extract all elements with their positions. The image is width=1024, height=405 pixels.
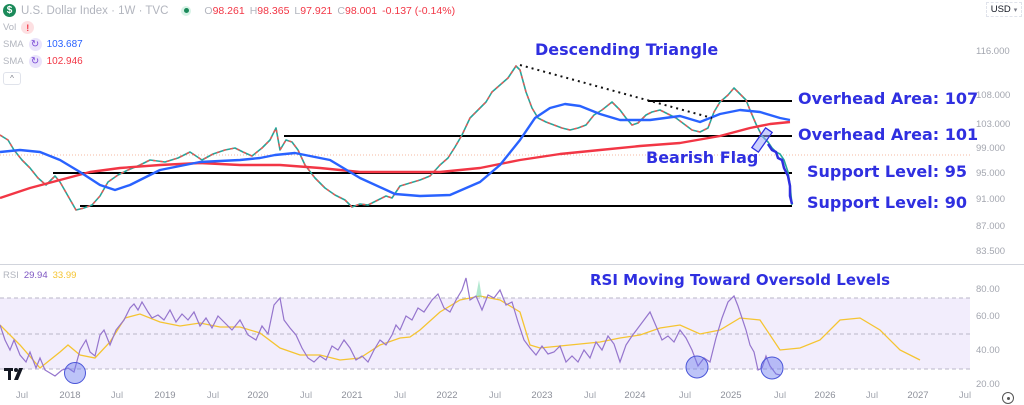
chart-legend: $ U.S. Dollar Index · 1W · TVC O98.261 H… <box>3 2 455 85</box>
annotation-bearish-flag: Bearish Flag <box>646 148 759 167</box>
pane-separator[interactable] <box>0 264 1024 265</box>
time-tick: 2018 <box>59 390 81 401</box>
tradingview-logo[interactable] <box>4 367 28 383</box>
time-tick: Jul <box>110 390 124 401</box>
high-value: 98.365 <box>257 4 290 17</box>
chevron-down-icon: ▾ <box>1013 6 1018 14</box>
chevron-up-icon: ^ <box>10 73 14 83</box>
rsi-legend[interactable]: RSI 29.94 33.99 <box>3 270 76 281</box>
time-tick: 2024 <box>624 390 646 401</box>
currency-label: USD <box>990 4 1011 15</box>
settings-gear-icon[interactable] <box>1002 392 1014 404</box>
loading-icon: ↻ <box>28 55 42 68</box>
warning-icon[interactable]: ! <box>21 21 35 34</box>
time-tick: 2026 <box>814 390 836 401</box>
time-tick: Jul <box>678 390 692 401</box>
time-tick: Jul <box>773 390 787 401</box>
rsi-label: RSI <box>3 270 19 281</box>
price-tick: 83.500 <box>976 246 1006 257</box>
annotation-overhead-101: Overhead Area: 101 <box>798 125 979 144</box>
price-and-rsi-chart[interactable] <box>0 0 970 386</box>
rsi-tick: 60.00 <box>976 311 1000 322</box>
rsi-ma-line <box>0 295 921 369</box>
currency-selector[interactable]: USD ▾ <box>986 2 1022 17</box>
price-tick: 108.000 <box>976 90 1011 101</box>
change-value: -0.137 (-0.14%) <box>382 4 456 17</box>
rsi-tick: 80.00 <box>976 284 1000 295</box>
low-value: 97.921 <box>300 4 333 17</box>
annotation-support-90: Support Level: 90 <box>807 193 967 212</box>
dollar-symbol-icon: $ <box>3 4 16 17</box>
sma1-value: 103.687 <box>46 38 83 50</box>
symbol-row: $ U.S. Dollar Index · 1W · TVC O98.261 H… <box>3 2 455 19</box>
rsi-tick: 20.00 <box>976 379 1000 390</box>
sma1-row[interactable]: SMA ↻ 103.687 <box>3 36 455 53</box>
vol-label: Vol <box>3 21 17 33</box>
ohlc-values: O98.261 H98.365 L97.921 C98.001 -0.137 (… <box>204 4 456 17</box>
rsi-low-circle-2024 <box>685 355 709 379</box>
time-tick: Jul <box>206 390 220 401</box>
sma2-value: 102.946 <box>46 55 83 67</box>
time-tick: Jul <box>865 390 879 401</box>
annotation-rsi-note: RSI Moving Toward Oversold Levels <box>590 271 891 289</box>
open-value: 98.261 <box>212 4 245 17</box>
volume-row[interactable]: Vol ! <box>3 19 455 36</box>
price-tick: 95.000 <box>976 168 1006 179</box>
market-status-icon[interactable] <box>181 5 192 16</box>
price-tick: 99.000 <box>976 143 1006 154</box>
rsi-low-circle-2018 <box>64 362 86 384</box>
rsi-value: 29.94 <box>23 270 48 281</box>
rsi-low-circle-2025 <box>760 356 784 380</box>
tradingview-logo-icon <box>4 368 23 380</box>
time-tick: 2019 <box>154 390 176 401</box>
rsi-line <box>0 277 781 377</box>
price-tick: 103.000 <box>976 119 1011 130</box>
time-tick: Jul <box>15 390 29 401</box>
price-axis[interactable]: 116.000 108.000 103.000 99.000 95.000 91… <box>970 0 1024 405</box>
annotation-overhead-107: Overhead Area: 107 <box>798 89 979 108</box>
close-value: 98.001 <box>344 4 378 17</box>
time-tick: Jul <box>583 390 597 401</box>
time-tick: Jul <box>958 390 972 401</box>
symbol-title[interactable]: U.S. Dollar Index · 1W · TVC <box>21 4 169 17</box>
time-tick: Jul <box>393 390 407 401</box>
sma2-row[interactable]: SMA ↻ 102.946 <box>3 53 455 70</box>
loading-icon: ↻ <box>28 38 42 51</box>
time-tick: 2022 <box>436 390 458 401</box>
rsi-ma-value: 33.99 <box>52 270 77 281</box>
annotation-descending-triangle: Descending Triangle <box>535 40 719 59</box>
time-tick: Jul <box>299 390 313 401</box>
sma-blue-line <box>0 102 791 198</box>
bearish-flag-shape <box>750 126 774 154</box>
collapse-legend-button[interactable]: ^ <box>3 72 21 85</box>
time-tick: 2020 <box>247 390 269 401</box>
time-axis[interactable]: Jul 2018 Jul 2019 Jul 2020 Jul 2021 Jul … <box>0 386 972 405</box>
sma2-label: SMA <box>3 55 24 67</box>
projected-decline-path <box>766 143 794 205</box>
sma-red-line <box>0 120 791 200</box>
time-tick: 2027 <box>907 390 929 401</box>
price-tick: 91.000 <box>976 194 1006 205</box>
time-tick: 2021 <box>341 390 363 401</box>
annotation-support-95: Support Level: 95 <box>807 162 967 181</box>
time-tick: 2025 <box>720 390 742 401</box>
rsi-overbought-fill <box>476 280 482 298</box>
sma1-label: SMA <box>3 38 24 50</box>
time-tick: Jul <box>488 390 502 401</box>
rsi-tick: 40.00 <box>976 345 1000 356</box>
price-tick: 87.000 <box>976 221 1006 232</box>
time-tick: 2023 <box>531 390 553 401</box>
price-tick: 116.000 <box>976 46 1010 57</box>
